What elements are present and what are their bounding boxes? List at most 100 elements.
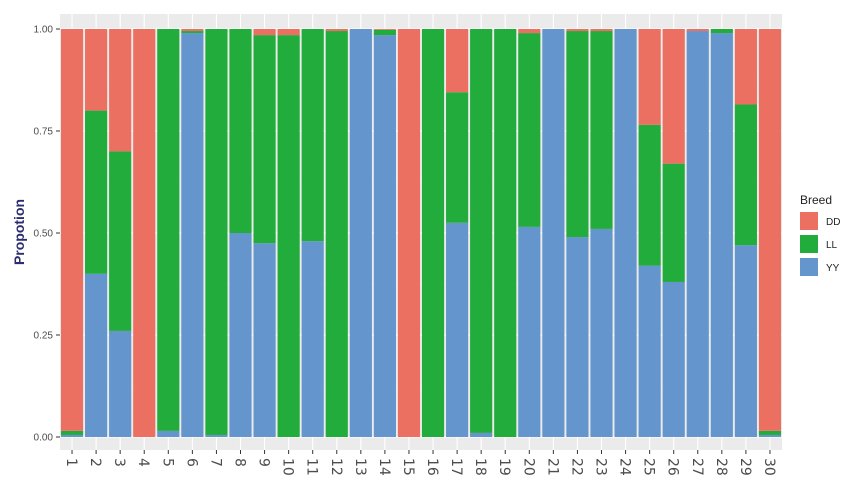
bar-segment-yy [60, 434, 84, 437]
bar-segment-ll [518, 33, 541, 227]
y-axis-label: Propotion [11, 199, 27, 265]
legend: Breed DD LL YY [800, 193, 840, 276]
bar-segment-ll [494, 29, 517, 437]
bar-segment-dd [277, 29, 300, 36]
y-tick-label: 0.75 [34, 127, 54, 138]
x-tick-label: 10 [280, 458, 296, 476]
x-tick-label: 18 [472, 458, 488, 476]
bar-segment-dd [446, 29, 469, 93]
bar-segment-ll [229, 29, 252, 233]
bar-segment-yy [109, 330, 132, 437]
bar-segment-ll [662, 163, 685, 282]
bar-segment-ll [421, 29, 445, 437]
bar-segment-yy [181, 33, 204, 438]
bar-segment-yy [686, 31, 709, 437]
bar-segment-yy [349, 29, 372, 437]
x-axis: 1 2 3 4 5 6 7 8 9 10 11 12 13 14 15 16 17 18 19 20 21 22 23 24 2… [63, 450, 777, 476]
x-tick-label: 11 [304, 458, 320, 476]
bar-segment-ll [710, 29, 733, 34]
legend-key-yy [800, 258, 818, 276]
x-tick-label: 9 [256, 458, 272, 467]
x-tick-label: 2 [87, 458, 103, 467]
bar-segment-yy [446, 222, 469, 437]
legend-title: Breed [800, 193, 832, 207]
bar-segment-yy [301, 241, 324, 437]
x-tick-label: 21 [544, 458, 560, 476]
bar-segment-dd [373, 29, 396, 30]
x-tick-label: 23 [593, 458, 609, 476]
bar-segment-dd [758, 29, 782, 431]
bar-segment-ll [277, 35, 300, 438]
bar-segment-yy [614, 29, 637, 437]
y-tick-label: 0.50 [34, 229, 54, 240]
bar-segment-ll [446, 92, 469, 223]
bar-segment-yy [758, 434, 782, 437]
bar-segment-dd [85, 29, 108, 111]
bar-segment-yy [229, 233, 252, 437]
bar-segment-dd [686, 29, 709, 32]
x-tick-label: 14 [376, 458, 392, 476]
y-axis: 0.00 0.25 0.50 0.75 1.00 [34, 25, 60, 444]
bar-segment-dd [397, 29, 421, 437]
x-tick-label: 26 [665, 458, 681, 476]
bar-segment-dd [133, 29, 156, 437]
bar-segment-ll [325, 31, 348, 437]
bar-segment-dd [253, 29, 276, 36]
bar-segment-ll [590, 31, 613, 229]
legend-label: YY [826, 263, 840, 274]
legend-key-ll [800, 235, 818, 253]
bar-segment-ll [301, 29, 324, 242]
x-tick-label: 15 [400, 458, 416, 476]
bar-segment-ll [157, 29, 180, 431]
x-tick-label: 28 [713, 458, 729, 476]
bar-segment-yy [470, 432, 493, 437]
x-tick-label: 12 [328, 458, 344, 476]
x-tick-label: 6 [183, 458, 199, 467]
x-tick-label: 29 [737, 458, 753, 476]
x-tick-label: 22 [568, 458, 584, 476]
bar-segment-dd [662, 29, 685, 164]
bar-segment-dd [590, 29, 613, 32]
x-tick-label: 13 [352, 458, 368, 476]
bar-segment-dd [325, 29, 348, 32]
bar-segment-yy [638, 265, 661, 437]
bar-segment-ll [205, 29, 228, 435]
x-tick-label: 3 [111, 458, 127, 467]
x-tick-label: 19 [496, 458, 512, 476]
x-tick-label: 20 [520, 458, 536, 476]
y-tick-label: 0.00 [34, 433, 54, 444]
bar-segment-ll [109, 151, 132, 331]
x-tick-label: 27 [689, 458, 705, 476]
bar-segment-yy [590, 228, 613, 437]
bar-segment-ll [734, 104, 757, 246]
bar-segment-ll [566, 31, 589, 238]
bar-segment-ll [758, 430, 782, 435]
x-tick-label: 16 [424, 458, 440, 476]
x-tick-label: 7 [207, 458, 223, 467]
bar-segment-yy [205, 434, 228, 437]
x-tick-label: 8 [232, 458, 248, 467]
bar-segment-dd [638, 29, 661, 125]
bar-segment-dd [566, 29, 589, 32]
y-tick-label: 0.25 [34, 331, 54, 342]
legend-label: LL [826, 240, 838, 251]
bar-segment-ll [638, 124, 661, 266]
x-tick-label: 24 [617, 458, 633, 476]
legend-key-dd [800, 212, 818, 230]
bar-segment-yy [253, 243, 276, 437]
bar-segment-yy [710, 33, 733, 438]
bar-segment-yy [518, 226, 541, 437]
plot-panel [60, 14, 782, 450]
bar-segment-dd [181, 29, 204, 32]
x-tick-label: 30 [761, 458, 777, 476]
bar-segment-dd [518, 29, 541, 34]
x-tick-label: 4 [135, 458, 151, 467]
legend-label: DD [826, 217, 840, 228]
x-tick-label: 17 [448, 458, 464, 476]
bar-segment-ll [181, 31, 204, 34]
bar-segment-ll [60, 430, 84, 435]
x-tick-label: 1 [63, 458, 79, 467]
y-tick-label: 1.00 [34, 25, 54, 36]
bar-segment-ll [85, 110, 108, 274]
